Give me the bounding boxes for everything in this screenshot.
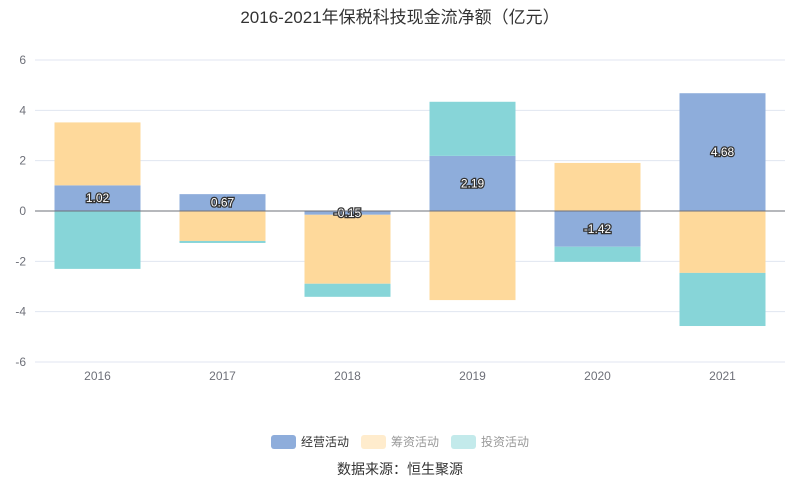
bar-operating [429, 155, 516, 211]
legend-item-financing[interactable]: 筹资活动 [360, 433, 439, 450]
bar-operating [179, 194, 266, 211]
x-tick-label: 2018 [334, 369, 361, 383]
legend-item-investing[interactable]: 投资活动 [451, 433, 529, 450]
y-tick-label: 0 [19, 204, 26, 218]
bar-investing [429, 101, 516, 156]
x-tick-label: 2019 [459, 369, 486, 383]
bar-investing [304, 283, 391, 297]
data-label: 4.68 [711, 145, 735, 159]
legend-item-operating[interactable]: 经营活动 [270, 433, 349, 450]
y-tick-label: -4 [15, 305, 26, 319]
bar-operating [304, 211, 391, 215]
bar-financing [54, 122, 141, 186]
data-label: -1.42 [584, 222, 612, 236]
y-tick-label: -2 [15, 254, 26, 268]
legend: 经营活动 筹资活动 投资活动 [0, 433, 800, 450]
x-tick-label: 2016 [84, 369, 111, 383]
x-tick-label: 2020 [584, 369, 611, 383]
bar-operating [679, 93, 766, 211]
bar-operating [554, 211, 641, 247]
data-label: 2.19 [461, 176, 485, 190]
x-tick-label: 2017 [209, 369, 236, 383]
y-tick-label: 6 [19, 53, 26, 67]
bar-investing [679, 272, 766, 327]
plot-area: 6 4 2 0 -2 -4 -6 1.02 2016 0.67 2017 -0.15 2018 2.19 2… [15, 53, 785, 383]
legend-label: 经营活动 [300, 435, 349, 449]
legend-label: 筹资活动 [390, 435, 439, 449]
bar-investing [179, 240, 266, 243]
y-tick-label: 2 [19, 154, 26, 168]
bar-operating [54, 185, 141, 211]
y-tick-label: 4 [19, 103, 26, 117]
bar-investing [554, 246, 641, 262]
data-label: 1.02 [86, 191, 110, 205]
legend-swatch [451, 434, 476, 449]
bar-financing [429, 211, 516, 301]
bar-financing [179, 211, 266, 241]
data-source: 数据来源：恒生聚源 [337, 461, 463, 477]
data-label: 0.67 [211, 196, 235, 210]
legend-label: 投资活动 [481, 435, 530, 449]
bar-financing [304, 214, 391, 284]
bar-investing [54, 211, 141, 269]
bar-financing [554, 162, 641, 211]
data-label: -0.15 [334, 206, 362, 220]
legend-swatch [360, 434, 386, 449]
legend-swatch [270, 434, 296, 449]
bar-financing [679, 211, 766, 273]
y-tick-label: -6 [15, 355, 26, 369]
chart-title: 2016-2021年保税科技现金流净额（亿元） [240, 8, 560, 27]
x-tick-label: 2021 [709, 369, 736, 383]
